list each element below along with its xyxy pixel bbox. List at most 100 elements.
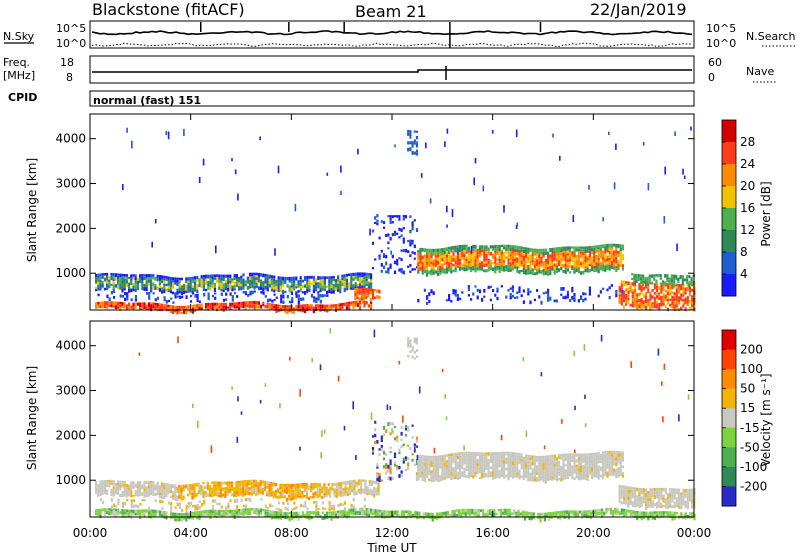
power-ylabel: Slant Range [km]	[25, 158, 39, 262]
heatmap-cell	[352, 278, 355, 281]
heatmap-cell	[101, 485, 104, 489]
heatmap-cell	[202, 277, 205, 281]
heatmap-cell	[507, 465, 510, 468]
heatmap-cell	[177, 336, 179, 344]
heatmap-cell	[691, 283, 694, 287]
heatmap-cell	[226, 490, 229, 494]
heatmap-cell	[580, 262, 583, 266]
heatmap-cell	[675, 511, 678, 515]
heatmap-cell	[673, 504, 676, 509]
heatmap-cell	[156, 491, 159, 496]
heatmap-cell	[389, 219, 392, 224]
heatmap-cell	[591, 258, 594, 262]
heatmap-cell	[569, 457, 572, 460]
heatmap-cell	[551, 257, 554, 260]
heatmap-cell	[467, 471, 470, 475]
heatmap-cell	[304, 306, 307, 310]
heatmap-cell	[448, 461, 451, 466]
heatmap-cell	[459, 252, 462, 255]
heatmap-cell	[393, 260, 397, 265]
heatmap-cell	[485, 253, 488, 258]
heatmap-cell	[575, 474, 578, 479]
heatmap-cell	[680, 505, 683, 509]
heatmap-cell	[566, 471, 569, 474]
heatmap-cell	[95, 481, 98, 485]
heatmap-cell	[152, 276, 155, 280]
heatmap-cell	[214, 499, 217, 503]
heatmap-cell	[268, 274, 271, 279]
colorbar-segment	[722, 230, 736, 253]
heatmap-cell	[430, 254, 433, 259]
heatmap-cell	[235, 488, 238, 491]
heatmap-cell	[553, 464, 556, 467]
heatmap-cell	[601, 511, 604, 515]
heatmap-cell	[619, 458, 622, 461]
heatmap-cell	[279, 511, 282, 514]
heatmap-cell	[413, 463, 416, 466]
heatmap-cell	[152, 489, 155, 494]
heatmap-cell	[315, 288, 318, 292]
heatmap-cell	[219, 486, 223, 489]
heatmap-cell	[536, 248, 539, 252]
heatmap-cell	[461, 251, 464, 255]
heatmap-cell	[569, 470, 572, 474]
heatmap-cell	[315, 278, 318, 283]
heatmap-cell	[132, 306, 135, 311]
heatmap-cell	[452, 453, 455, 457]
heatmap-cell	[293, 512, 296, 516]
heatmap-cell	[458, 509, 461, 512]
heatmap-cell	[529, 458, 532, 461]
heatmap-cell	[528, 517, 531, 521]
heatmap-cell	[604, 468, 607, 472]
heatmap-cell	[103, 508, 106, 512]
heatmap-cell	[658, 511, 661, 515]
heatmap-cell	[260, 498, 263, 501]
heatmap-cell	[434, 263, 437, 267]
heatmap-cell	[566, 473, 569, 477]
heatmap-cell	[297, 280, 300, 283]
heatmap-cell	[158, 282, 161, 286]
heatmap-cell	[660, 487, 663, 491]
heatmap-cell	[299, 288, 302, 292]
heatmap-cell	[467, 257, 470, 262]
heatmap-cell	[429, 516, 432, 519]
heatmap-cell	[382, 457, 386, 461]
heatmap-cell	[163, 304, 166, 307]
heatmap-cell	[419, 256, 422, 261]
heatmap-cell	[371, 452, 375, 455]
heatmap-cell	[483, 249, 486, 252]
heatmap-cell	[268, 281, 271, 284]
heatmap-cell	[326, 516, 329, 520]
heatmap-cell	[312, 511, 315, 515]
heatmap-cell	[564, 251, 567, 255]
heatmap-cell	[421, 269, 424, 273]
heatmap-cell	[474, 255, 477, 260]
heatmap-cell	[257, 272, 260, 277]
heatmap-cell	[141, 307, 144, 311]
heatmap-cell	[640, 492, 643, 495]
xtick-label: 04:00	[173, 526, 208, 540]
heatmap-cell	[312, 482, 315, 487]
heatmap-cell	[240, 498, 243, 502]
heatmap-cell	[307, 496, 311, 501]
heatmap-cell	[299, 483, 302, 487]
heatmap-cell	[147, 280, 150, 283]
heatmap-cell	[432, 248, 435, 253]
heatmap-cell	[680, 498, 683, 503]
heatmap-cell	[527, 470, 530, 474]
heatmap-cell	[227, 287, 230, 292]
heatmap-cell	[236, 295, 239, 298]
heatmap-cell	[560, 249, 563, 253]
heatmap-cell	[240, 283, 243, 287]
heatmap-cell	[141, 509, 144, 514]
heatmap-cell	[577, 475, 580, 479]
heatmap-cell	[260, 284, 263, 287]
heatmap-cell	[182, 484, 185, 488]
heatmap-cell	[566, 255, 569, 260]
heatmap-cell	[329, 490, 332, 494]
heatmap-cell	[315, 299, 318, 304]
heatmap-cell	[178, 290, 181, 294]
heatmap-cell	[219, 484, 223, 487]
heatmap-cell	[511, 255, 514, 260]
heatmap-cell	[363, 276, 366, 280]
